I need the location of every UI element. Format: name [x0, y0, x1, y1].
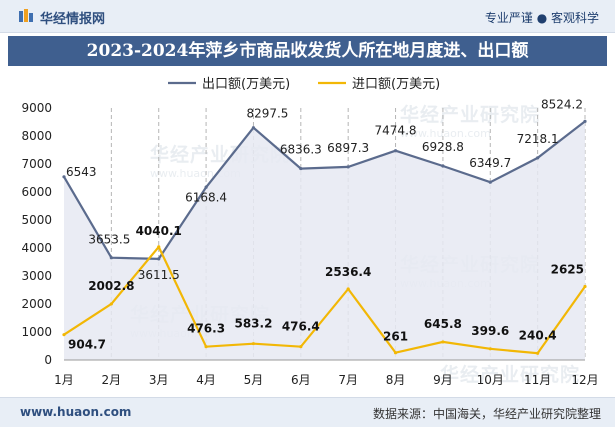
x-tick-label: 12月 [571, 373, 598, 387]
y-tick-label: 6000 [21, 185, 52, 199]
import-data-label: 2536.4 [325, 265, 371, 279]
export-point [583, 119, 587, 123]
import-data-label: 476.4 [282, 320, 320, 334]
import-point [109, 302, 113, 306]
export-point [536, 156, 540, 160]
import-point [441, 340, 445, 344]
y-tick-label: 7000 [21, 157, 52, 171]
export-data-label: 7218.1 [517, 132, 559, 146]
export-data-label: 6168.4 [185, 190, 227, 204]
export-data-label: 3653.5 [88, 233, 130, 247]
x-tick-label: 6月 [291, 373, 311, 387]
x-tick-label: 7月 [338, 373, 358, 387]
export-point [251, 126, 256, 130]
x-tick-label: 3月 [149, 373, 169, 387]
y-tick-label: 2000 [21, 297, 52, 311]
import-point [583, 284, 587, 289]
watermark-url: www.huaon.com [400, 127, 491, 140]
x-tick-label: 10月 [477, 373, 504, 387]
export-point [109, 256, 113, 260]
import-data-label: 583.2 [234, 317, 272, 331]
x-tick-label: 1月 [54, 373, 74, 387]
import-point [299, 345, 303, 349]
import-point [346, 287, 350, 291]
title-bar: 2023-2024年萍乡市商品收发货人所在地月度进、出口额 [8, 36, 607, 66]
tagline: 专业严谨 ● 客观科学 [484, 11, 599, 25]
import-point [393, 351, 398, 355]
y-tick-label: 9000 [21, 101, 52, 115]
export-data-label: 8524.2 [541, 97, 583, 111]
import-point [204, 345, 208, 349]
import-point [157, 245, 161, 249]
data-source: 数据来源：中国海关，华经产业研究院整理 [372, 407, 601, 421]
export-data-label: 8297.5 [246, 107, 288, 121]
y-tick-label: 8000 [21, 129, 52, 143]
import-point [251, 342, 256, 346]
import-point [62, 333, 66, 337]
x-tick-label: 4月 [196, 373, 216, 387]
export-data-label: 7474.8 [375, 124, 417, 138]
x-tick-label: 9月 [433, 373, 453, 387]
import-data-label: 645.8 [424, 317, 462, 331]
footer-bar: www.huaon.com 数据来源：中国海关，华经产业研究院整理 [0, 397, 615, 427]
y-tick-label: 1000 [21, 325, 52, 339]
export-point [204, 185, 208, 189]
export-point [299, 166, 303, 171]
watermark: 华经产业研究院 www.huaon.com [400, 100, 540, 140]
export-point [441, 164, 445, 168]
import-point [536, 351, 540, 355]
export-data-label: 6543 [66, 165, 97, 179]
export-data-label: 6928.8 [422, 140, 464, 154]
x-tick-label: 8月 [386, 373, 406, 387]
export-point [346, 165, 350, 169]
import-data-label: 399.6 [471, 324, 509, 338]
export-area [64, 121, 585, 360]
export-line [63, 120, 586, 260]
import-data-label: 904.7 [68, 338, 106, 352]
export-point [488, 180, 492, 184]
x-tick-label: 2月 [102, 373, 122, 387]
x-tick-label: 5月 [244, 373, 264, 387]
chart-title: 2023-2024年萍乡市商品收发货人所在地月度进、出口额 [86, 41, 529, 61]
logo-icon [19, 9, 33, 22]
export-point [62, 175, 66, 179]
import-data-label: 2625 [551, 263, 584, 277]
import-point [488, 347, 492, 351]
y-tick-label: 0 [44, 353, 52, 367]
top-banner: 华经情报网 专业严谨 ● 客观科学 [0, 0, 615, 33]
footer-site: www.huaon.com [20, 405, 132, 419]
import-line [63, 244, 586, 355]
brand-name: 华经情报网 [40, 12, 106, 27]
line-chart: 0 1000 2000 3000 4000 5000 6000 7000 8000 9000 1月 2… [21, 77, 598, 387]
import-data-label: 240.4 [519, 328, 557, 342]
legend-label-export: 出口额(万美元) [202, 77, 290, 92]
export-data-label: 6349.7 [469, 156, 511, 170]
y-tick-label: 4000 [21, 241, 52, 255]
legend-label-import: 进口额(万美元) [352, 77, 440, 92]
export-point [393, 149, 398, 153]
y-tick-label: 3000 [21, 269, 52, 283]
import-data-label: 4040.1 [136, 224, 182, 238]
export-data-label: 3611.5 [138, 268, 180, 282]
watermark: 华经产业研究院 [440, 360, 580, 387]
watermark-text: 华经产业研究院 [440, 364, 581, 386]
y-tick-label: 5000 [21, 213, 52, 227]
import-data-label: 261 [383, 330, 408, 344]
x-tick-label: 11月 [524, 373, 551, 387]
import-data-label: 2002.8 [88, 279, 134, 293]
import-data-label: 476.3 [187, 322, 225, 336]
export-data-label: 6897.3 [327, 141, 369, 155]
export-point [157, 257, 161, 261]
export-data-label: 6836.3 [280, 143, 322, 157]
watermark-text: 华经产业研究院 [400, 104, 541, 126]
